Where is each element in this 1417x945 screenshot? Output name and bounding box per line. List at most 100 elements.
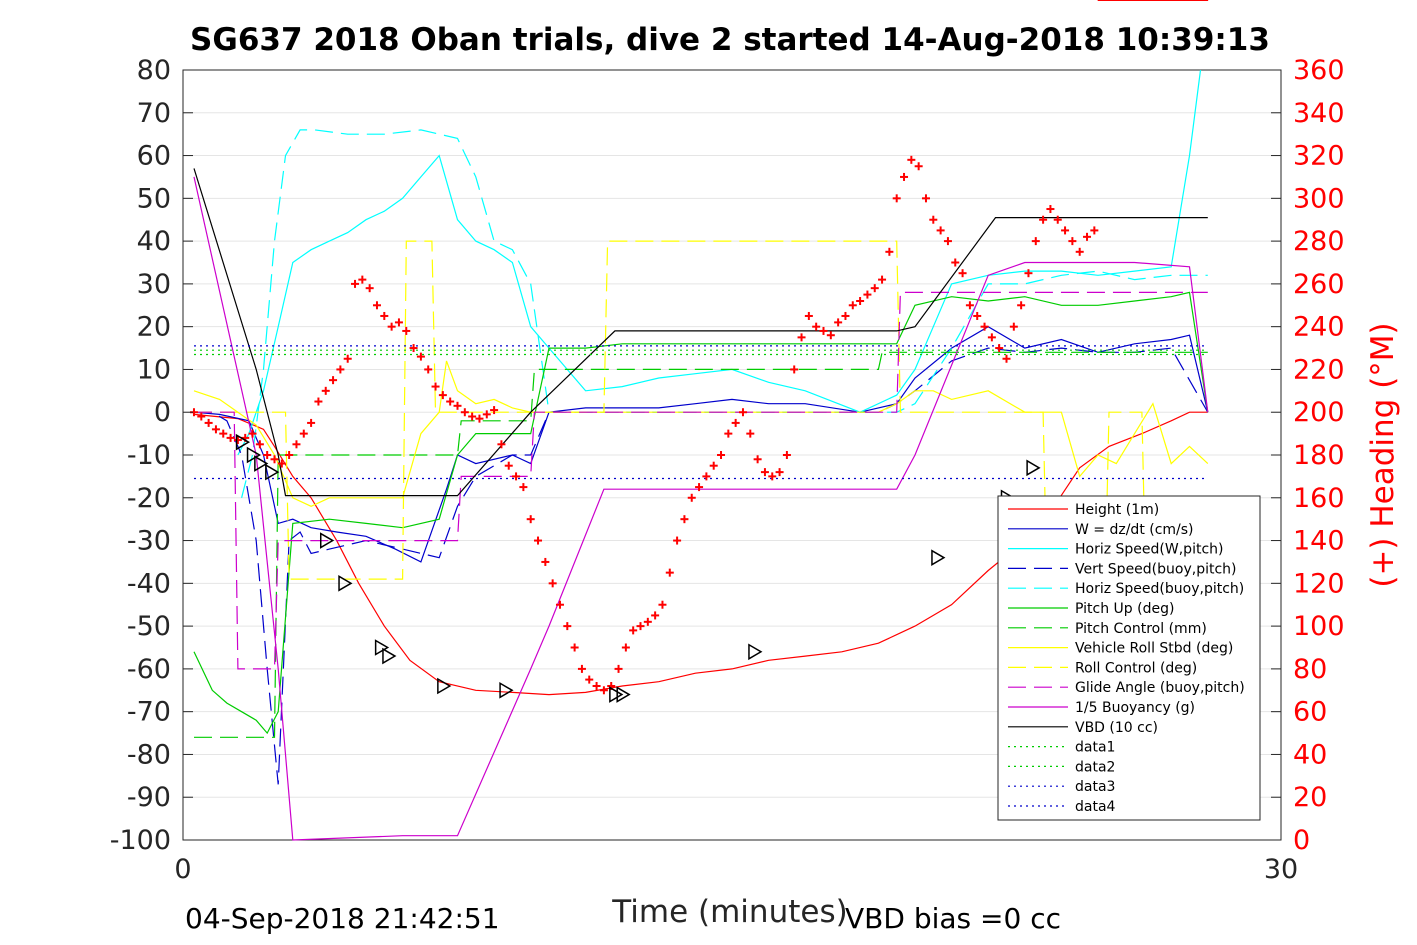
trajectory-marker <box>265 463 280 481</box>
heading-marker <box>936 226 945 235</box>
heading-marker <box>680 515 689 524</box>
heading-marker <box>1075 247 1084 256</box>
left-tick-label: 10 <box>137 354 171 385</box>
heading-marker <box>468 412 477 421</box>
legend-label: data4 <box>1075 799 1116 815</box>
heading-marker <box>226 433 235 442</box>
heading-marker <box>746 429 755 438</box>
heading-marker <box>329 376 338 385</box>
heading-marker <box>504 461 513 470</box>
series-line-5 <box>193 291 1209 735</box>
heading-marker <box>519 483 528 492</box>
heading-marker <box>651 611 660 620</box>
trajectory-marker <box>748 643 763 661</box>
heading-marker <box>438 391 447 400</box>
series-line-0 <box>193 411 1208 696</box>
heading-marker <box>1002 354 1011 363</box>
chart-title: SG637 2018 Oban trials, dive 2 started 1… <box>190 22 1270 58</box>
trajectory-marker <box>246 446 262 464</box>
left-tick-label: -30 <box>127 526 171 557</box>
heading-marker <box>460 408 469 417</box>
heading-markers <box>189 0 1209 695</box>
heading-marker <box>577 664 586 673</box>
heading-marker <box>211 425 220 434</box>
x-tick-label: 30 <box>1264 854 1298 885</box>
heading-marker <box>885 247 894 256</box>
series-line-3 <box>194 347 1209 785</box>
heading-marker <box>965 301 974 310</box>
heading-marker <box>753 455 762 464</box>
heading-marker <box>914 162 923 171</box>
heading-marker <box>1083 232 1092 241</box>
heading-marker <box>687 493 696 502</box>
left-tick-label: -100 <box>110 825 171 856</box>
heading-marker <box>321 386 330 395</box>
footer-vbd-bias: VBD bias =0 cc <box>845 902 1061 935</box>
heading-marker <box>973 311 982 320</box>
heading-marker <box>387 322 396 331</box>
right-tick-label: 160 <box>1293 483 1345 514</box>
left-tick-label: -70 <box>127 697 171 728</box>
heading-marker <box>563 622 572 631</box>
legend-label: Roll Control (deg) <box>1075 660 1197 676</box>
legend-box <box>997 495 1261 821</box>
right-tick-label: 100 <box>1293 611 1345 642</box>
series-line-2 <box>237 69 1202 456</box>
heading-marker <box>987 333 996 342</box>
left-tick-label: -80 <box>127 739 171 770</box>
heading-marker <box>804 311 813 320</box>
legend-label: Pitch Up (deg) <box>1075 601 1174 617</box>
heading-marker <box>995 344 1004 353</box>
right-axis-label: (+) Heading (°M) <box>1365 322 1401 587</box>
heading-marker <box>768 472 777 481</box>
heading-marker <box>336 365 345 374</box>
heading-marker <box>738 408 747 417</box>
right-tick-label: 180 <box>1293 440 1345 471</box>
heading-marker <box>848 301 857 310</box>
right-tick-label: 200 <box>1293 397 1345 428</box>
left-tick-label: 0 <box>154 397 171 428</box>
x-axis-label: Time (minutes) <box>611 894 847 930</box>
heading-marker <box>1053 215 1062 224</box>
heading-marker <box>351 279 360 288</box>
heading-marker <box>1031 237 1040 246</box>
right-tick-label: 0 <box>1293 825 1310 856</box>
left-tick-label: 40 <box>137 226 171 257</box>
right-tick-label: 240 <box>1293 312 1345 343</box>
heading-marker <box>219 429 228 438</box>
right-tick-label: 140 <box>1293 526 1345 557</box>
heading-marker <box>270 455 279 464</box>
trajectory-marker <box>338 575 353 592</box>
heading-marker <box>482 410 491 419</box>
heading-marker <box>299 429 308 438</box>
heading-marker <box>314 397 323 406</box>
heading-marker <box>724 429 733 438</box>
heading-marker <box>307 418 316 427</box>
heading-marker <box>856 297 865 305</box>
trajectory-marker <box>235 433 251 451</box>
heading-marker <box>1046 205 1055 214</box>
legend-label: data1 <box>1075 740 1115 756</box>
heading-marker <box>453 401 462 410</box>
heading-marker <box>878 275 887 284</box>
heading-marker <box>1090 226 1099 235</box>
heading-marker <box>1009 322 1018 331</box>
heading-marker <box>343 354 352 363</box>
heading-marker <box>490 406 499 415</box>
heading-marker <box>775 468 784 477</box>
trajectory-marker <box>499 681 514 699</box>
heading-marker <box>702 472 711 481</box>
legend-label: data3 <box>1075 779 1115 795</box>
trajectory-marker <box>254 455 269 472</box>
heading-marker <box>416 352 425 361</box>
heading-marker <box>446 397 455 406</box>
heading-marker <box>599 686 608 695</box>
right-tick-label: 320 <box>1293 141 1345 172</box>
left-axis-ticks: 80 70 60 50 40 30 20 10 0 -10 -20 -30 -40 -50 -60 -70 -8… <box>110 55 193 856</box>
heading-marker <box>929 215 938 224</box>
heading-marker <box>475 414 484 423</box>
heading-marker <box>790 365 799 374</box>
right-tick-label: 60 <box>1293 697 1327 728</box>
legend-label: Vehicle Roll Stbd (deg) <box>1075 641 1233 657</box>
heading-marker <box>541 557 550 566</box>
